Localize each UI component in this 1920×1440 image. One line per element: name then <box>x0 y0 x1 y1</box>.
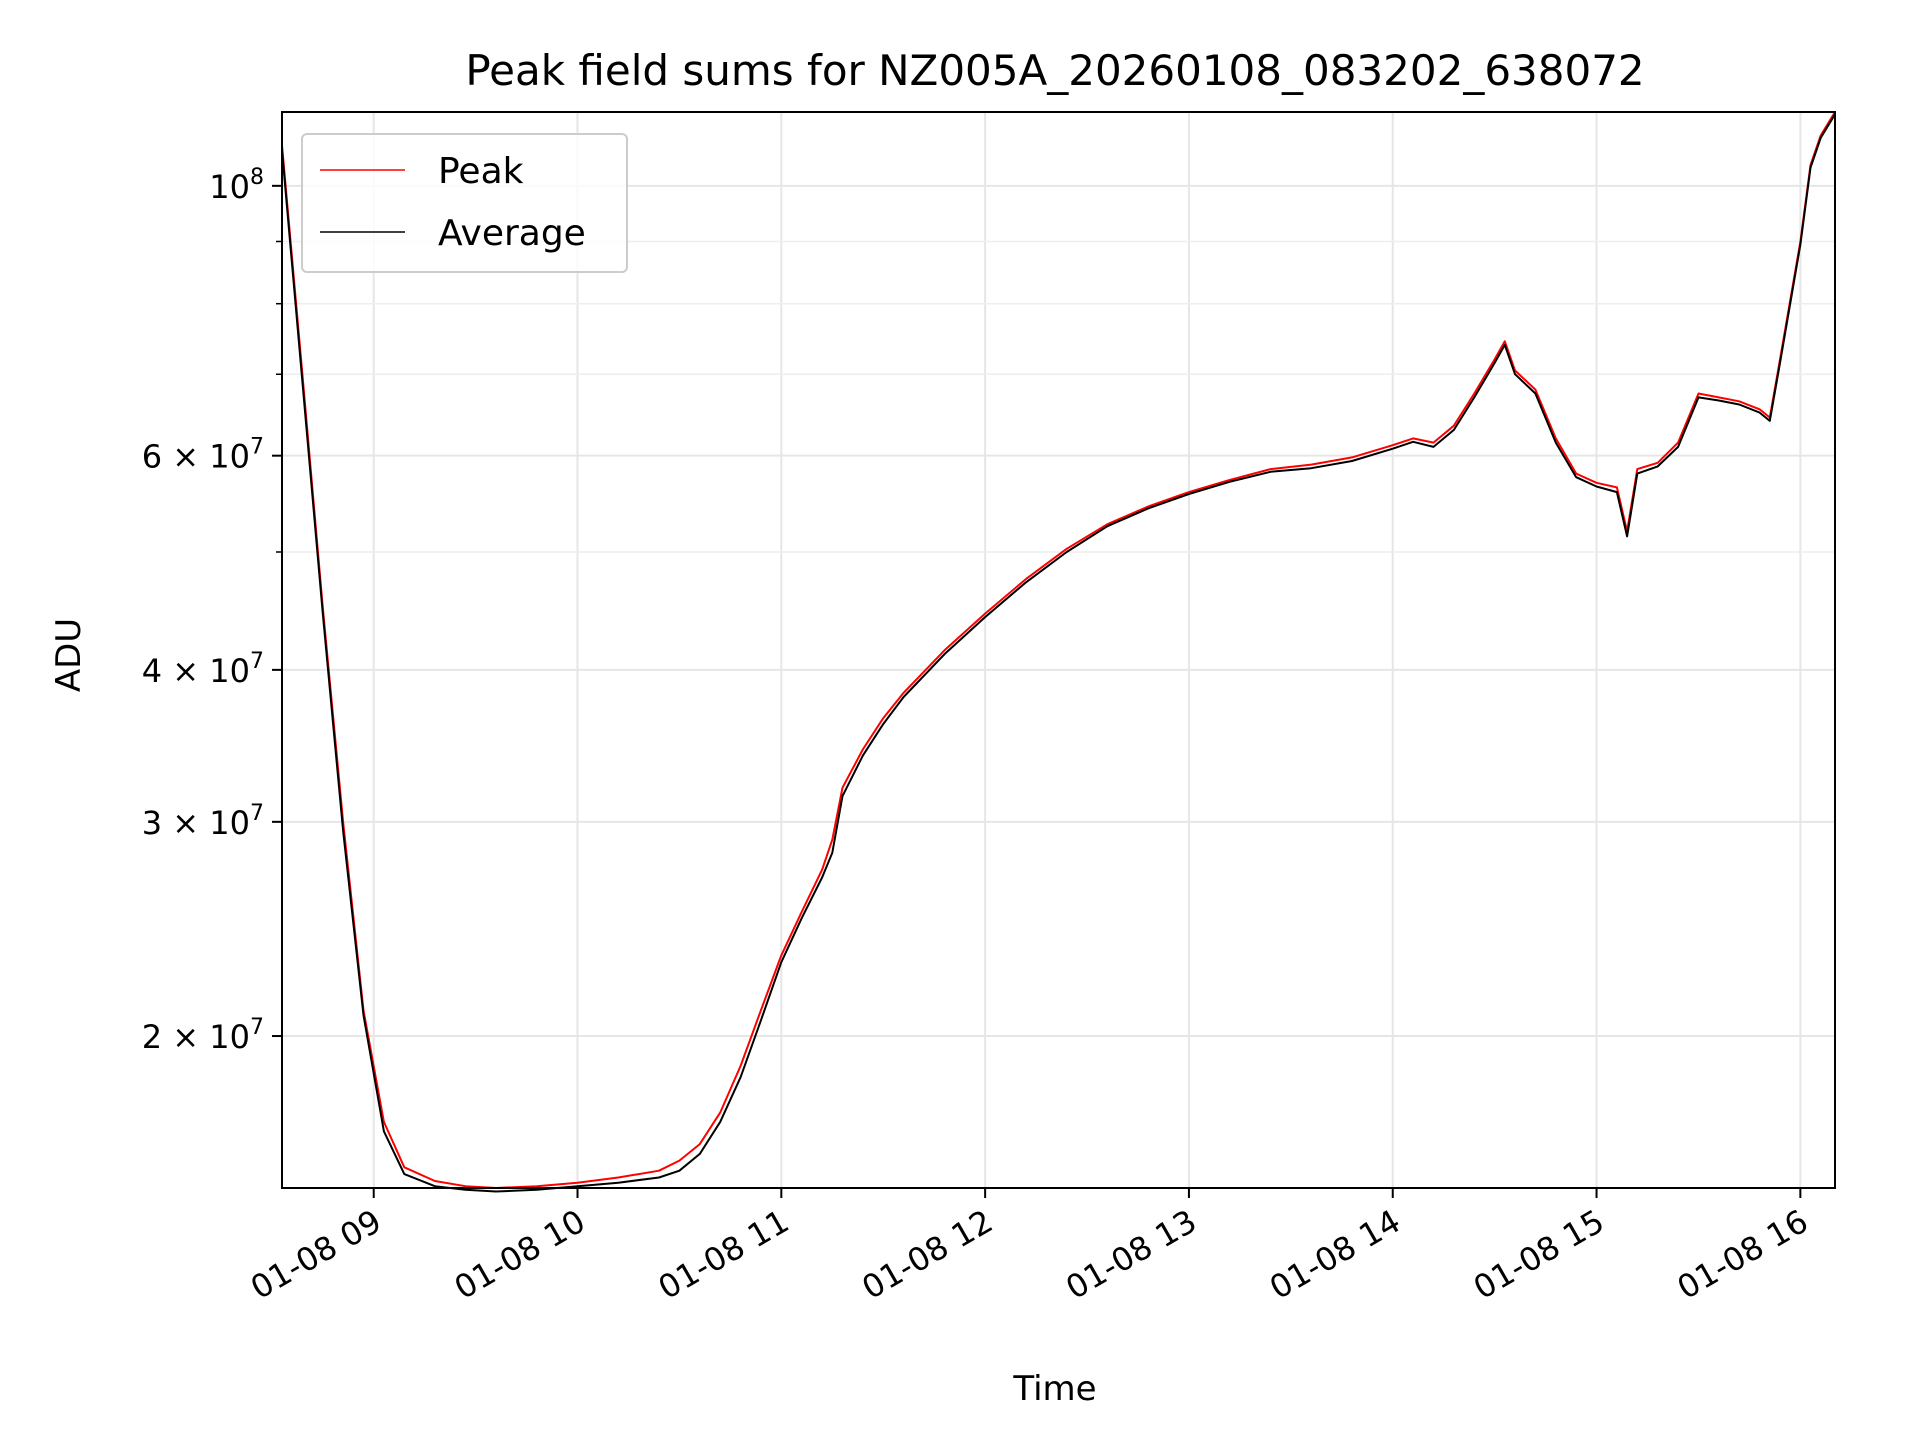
series-line-peak <box>281 111 1836 1189</box>
legend-box <box>301 133 628 273</box>
legend-label-peak: Peak <box>438 151 524 192</box>
chart-title: Peak field sums for NZ005A_20260108_0832… <box>465 46 1644 95</box>
x-axis-label: Time <box>1012 1369 1096 1409</box>
y-tick-label: 4 × 107 <box>142 649 264 690</box>
grid <box>282 112 1835 1188</box>
y-tick-label: 3 × 107 <box>142 801 264 842</box>
plot-frame <box>281 111 1836 1189</box>
y-tick-label: 108 <box>209 165 264 206</box>
legend: Peak Average <box>301 133 628 273</box>
y-axis-label: ADU <box>49 618 89 692</box>
y-tick-label: 6 × 107 <box>142 435 264 476</box>
y-tick-label: 2 × 107 <box>142 1015 264 1056</box>
legend-label-average: Average <box>438 213 586 254</box>
